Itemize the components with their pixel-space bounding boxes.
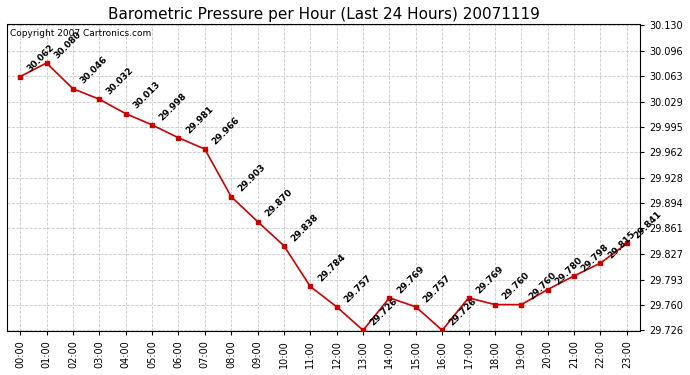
Text: 29.757: 29.757 — [422, 273, 453, 304]
Text: 29.841: 29.841 — [633, 210, 663, 241]
Text: 30.046: 30.046 — [79, 55, 109, 86]
Text: 29.981: 29.981 — [184, 104, 215, 135]
Text: 30.013: 30.013 — [131, 80, 162, 111]
Text: 29.769: 29.769 — [395, 264, 426, 295]
Text: 29.903: 29.903 — [237, 163, 268, 194]
Text: Copyright 2007 Cartronics.com: Copyright 2007 Cartronics.com — [10, 29, 151, 38]
Text: 29.726: 29.726 — [448, 297, 479, 327]
Text: 30.062: 30.062 — [26, 43, 57, 74]
Text: 29.870: 29.870 — [263, 188, 294, 219]
Text: 29.966: 29.966 — [210, 115, 241, 146]
Text: 29.760: 29.760 — [527, 271, 558, 302]
Text: 29.760: 29.760 — [500, 271, 531, 302]
Text: 29.838: 29.838 — [290, 212, 320, 243]
Text: 29.780: 29.780 — [553, 256, 584, 287]
Title: Barometric Pressure per Hour (Last 24 Hours) 20071119: Barometric Pressure per Hour (Last 24 Ho… — [108, 7, 540, 22]
Text: 29.757: 29.757 — [342, 273, 373, 304]
Text: 29.998: 29.998 — [157, 91, 188, 122]
Text: 29.726: 29.726 — [368, 297, 400, 327]
Text: 30.080: 30.080 — [52, 30, 83, 60]
Text: 29.769: 29.769 — [474, 264, 505, 295]
Text: 30.032: 30.032 — [105, 66, 135, 96]
Text: 29.815: 29.815 — [606, 230, 637, 260]
Text: 29.798: 29.798 — [580, 242, 611, 273]
Text: 29.784: 29.784 — [316, 253, 347, 284]
